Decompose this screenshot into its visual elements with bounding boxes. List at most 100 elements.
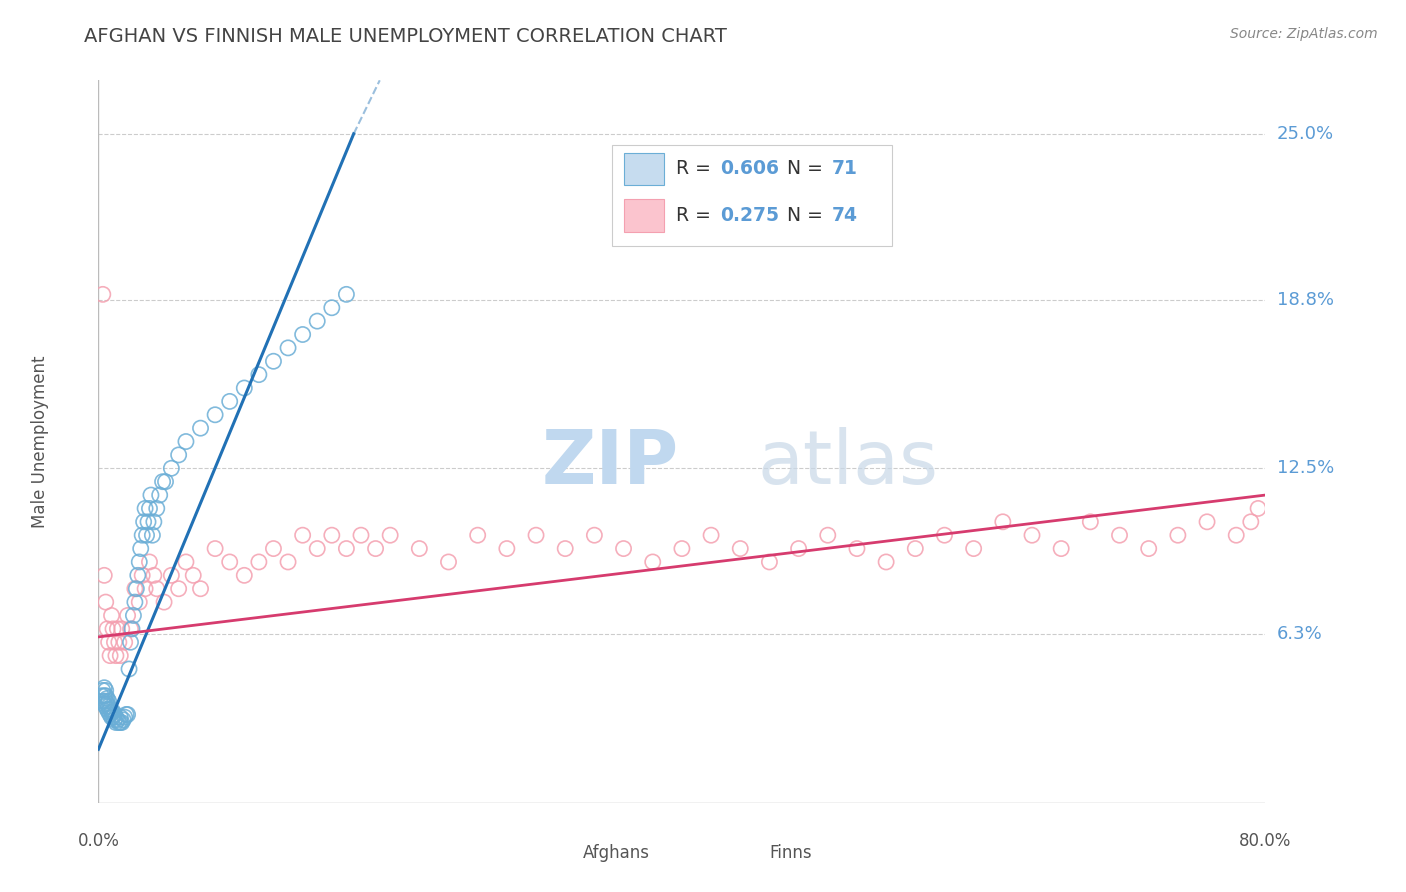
Point — [1225, 528, 1247, 542]
Point — [350, 528, 373, 542]
Text: Source: ZipAtlas.com: Source: ZipAtlas.com — [1230, 27, 1378, 41]
Point — [247, 555, 270, 569]
FancyBboxPatch shape — [624, 200, 665, 232]
Point — [1137, 541, 1160, 556]
Point — [335, 287, 357, 301]
Point — [100, 705, 122, 719]
Point — [1240, 515, 1263, 529]
Point — [277, 555, 299, 569]
Text: 71: 71 — [831, 160, 858, 178]
Point — [120, 635, 142, 649]
Point — [817, 528, 839, 542]
Text: AFGHAN VS FINNISH MALE UNEMPLOYMENT CORRELATION CHART: AFGHAN VS FINNISH MALE UNEMPLOYMENT CORR… — [84, 27, 727, 45]
Point — [101, 622, 124, 636]
Point — [101, 705, 124, 719]
Text: 25.0%: 25.0% — [1277, 125, 1334, 143]
Point — [97, 699, 120, 714]
Point — [136, 515, 159, 529]
Point — [97, 635, 120, 649]
Point — [152, 475, 174, 489]
Point — [110, 715, 132, 730]
Point — [124, 595, 146, 609]
Point — [875, 555, 897, 569]
Point — [96, 691, 118, 706]
Point — [1021, 528, 1043, 542]
Point — [190, 421, 212, 435]
FancyBboxPatch shape — [624, 153, 665, 185]
Text: 74: 74 — [831, 206, 858, 226]
Point — [700, 528, 723, 542]
Point — [291, 327, 314, 342]
Point — [138, 555, 160, 569]
Point — [408, 541, 430, 556]
Point — [437, 555, 460, 569]
Point — [94, 689, 117, 703]
Point — [167, 582, 190, 596]
Point — [101, 710, 124, 724]
Point — [291, 528, 314, 542]
Point — [125, 582, 148, 596]
Point — [846, 541, 869, 556]
Text: atlas: atlas — [758, 426, 939, 500]
Text: Male Unemployment: Male Unemployment — [31, 355, 49, 528]
Point — [132, 515, 155, 529]
Text: Finns: Finns — [769, 845, 813, 863]
Point — [129, 541, 152, 556]
Point — [103, 635, 125, 649]
Point — [104, 715, 127, 730]
Point — [146, 582, 169, 596]
Point — [204, 408, 226, 422]
Point — [174, 555, 197, 569]
Point — [142, 515, 165, 529]
Point — [904, 541, 927, 556]
Point — [111, 715, 134, 730]
Point — [204, 541, 226, 556]
Point — [128, 595, 150, 609]
Text: R =: R = — [676, 160, 717, 178]
Point — [111, 622, 134, 636]
Text: ZIP: ZIP — [541, 426, 679, 500]
Point — [117, 707, 139, 722]
Point — [93, 697, 115, 711]
Point — [131, 568, 153, 582]
Point — [90, 689, 112, 703]
Point — [335, 541, 357, 556]
Point — [94, 694, 117, 708]
Point — [135, 528, 157, 542]
Point — [1195, 515, 1218, 529]
Point — [233, 568, 256, 582]
Point — [128, 555, 150, 569]
Point — [991, 515, 1014, 529]
Point — [160, 461, 183, 475]
Point — [307, 314, 329, 328]
Point — [93, 681, 115, 695]
Point — [218, 394, 240, 409]
Point — [496, 541, 519, 556]
Point — [174, 434, 197, 449]
Point — [104, 710, 127, 724]
Point — [134, 582, 156, 596]
Point — [98, 702, 121, 716]
Point — [142, 568, 165, 582]
Point — [94, 699, 117, 714]
Point — [321, 528, 343, 542]
Point — [94, 595, 117, 609]
Point — [138, 501, 160, 516]
Text: 18.8%: 18.8% — [1277, 291, 1334, 309]
Point — [962, 541, 984, 556]
Point — [91, 694, 114, 708]
Point — [108, 635, 131, 649]
Point — [93, 568, 115, 582]
Point — [100, 710, 122, 724]
Point — [91, 287, 114, 301]
Point — [730, 541, 752, 556]
Point — [181, 568, 204, 582]
Point — [1108, 528, 1130, 542]
Text: 12.5%: 12.5% — [1277, 459, 1334, 477]
Point — [124, 582, 146, 596]
Point — [1167, 528, 1189, 542]
Point — [671, 541, 693, 556]
Point — [149, 488, 172, 502]
Point — [121, 622, 143, 636]
Point — [105, 713, 128, 727]
